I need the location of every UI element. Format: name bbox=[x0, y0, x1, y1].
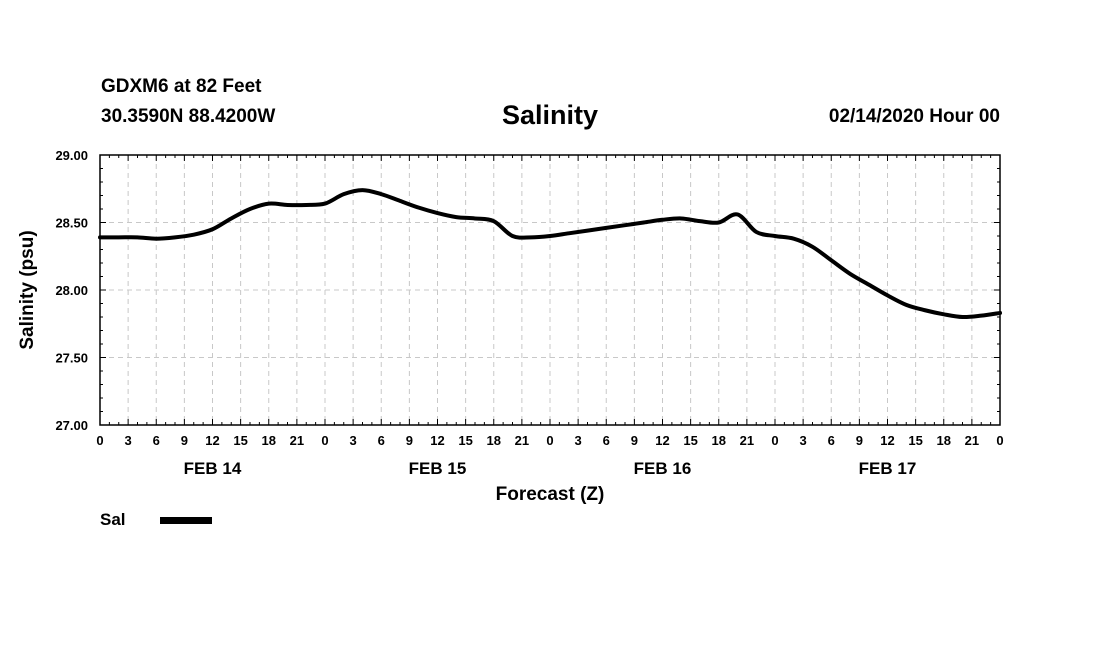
station-label: GDXM6 at 82 Feet bbox=[101, 76, 262, 97]
x-tick-label: 18 bbox=[262, 433, 276, 448]
x-tick-label: 12 bbox=[205, 433, 219, 448]
x-tick-label: 0 bbox=[996, 433, 1003, 448]
x-tick-label: 0 bbox=[321, 433, 328, 448]
day-label: FEB 17 bbox=[859, 459, 917, 478]
x-tick-label: 21 bbox=[740, 433, 754, 448]
y-tick-label: 28.00 bbox=[55, 283, 88, 298]
x-tick-label: 3 bbox=[800, 433, 807, 448]
legend-label: Sal bbox=[100, 510, 126, 529]
coordinates-label: 30.3590N 88.4200W bbox=[101, 106, 276, 127]
axis-labels: 0 3 6 9 12 15 18 21 0 3 6 9 12 15 18 21 0 3 6 9 12 15 18 21 0 3 6 9… bbox=[55, 148, 1003, 478]
x-tick-label: 21 bbox=[515, 433, 529, 448]
x-tick-label: 9 bbox=[856, 433, 863, 448]
x-tick-label: 0 bbox=[771, 433, 778, 448]
day-label: FEB 16 bbox=[634, 459, 692, 478]
x-tick-label: 12 bbox=[880, 433, 894, 448]
plot-frame bbox=[99, 154, 1001, 426]
x-tick-label: 18 bbox=[487, 433, 501, 448]
x-tick-label: 15 bbox=[683, 433, 697, 448]
grid bbox=[100, 155, 1000, 425]
legend-swatch bbox=[160, 516, 212, 524]
x-tick-label: 21 bbox=[965, 433, 979, 448]
y-axis-label: Salinity (psu) bbox=[17, 230, 38, 349]
x-tick-label: 12 bbox=[655, 433, 669, 448]
x-tick-label: 9 bbox=[181, 433, 188, 448]
x-tick-label: 18 bbox=[937, 433, 951, 448]
x-tick-label: 9 bbox=[406, 433, 413, 448]
y-tick-label: 27.50 bbox=[55, 351, 88, 366]
x-tick-label: 15 bbox=[458, 433, 472, 448]
day-label: FEB 15 bbox=[409, 459, 467, 478]
series-layer bbox=[98, 188, 1002, 320]
x-tick-label: 3 bbox=[350, 433, 357, 448]
chart-title: Salinity bbox=[501, 100, 599, 130]
x-tick-label: 15 bbox=[233, 433, 247, 448]
x-tick-label: 9 bbox=[631, 433, 638, 448]
x-tick-label: 12 bbox=[430, 433, 444, 448]
forecast-datestamp: 02/14/2020 Hour 00 bbox=[828, 106, 1000, 127]
x-axis-label: Forecast (Z) bbox=[496, 484, 605, 505]
x-tick-label: 0 bbox=[96, 433, 103, 448]
x-tick-label: 6 bbox=[378, 433, 385, 448]
x-tick-label: 18 bbox=[712, 433, 726, 448]
x-tick-label: 3 bbox=[125, 433, 132, 448]
x-tick-label: 6 bbox=[603, 433, 610, 448]
day-label: FEB 14 bbox=[184, 459, 242, 478]
legend: Sal bbox=[100, 510, 212, 530]
x-tick-label: 15 bbox=[908, 433, 922, 448]
x-tick-label: 21 bbox=[290, 433, 304, 448]
x-tick-label: 6 bbox=[828, 433, 835, 448]
x-tick-label: 0 bbox=[546, 433, 553, 448]
y-tick-label: 27.00 bbox=[55, 418, 88, 433]
x-tick-label: 6 bbox=[153, 433, 160, 448]
y-tick-label: 29.00 bbox=[55, 148, 88, 163]
x-tick-label: 3 bbox=[575, 433, 582, 448]
y-tick-label: 28.50 bbox=[55, 216, 88, 231]
